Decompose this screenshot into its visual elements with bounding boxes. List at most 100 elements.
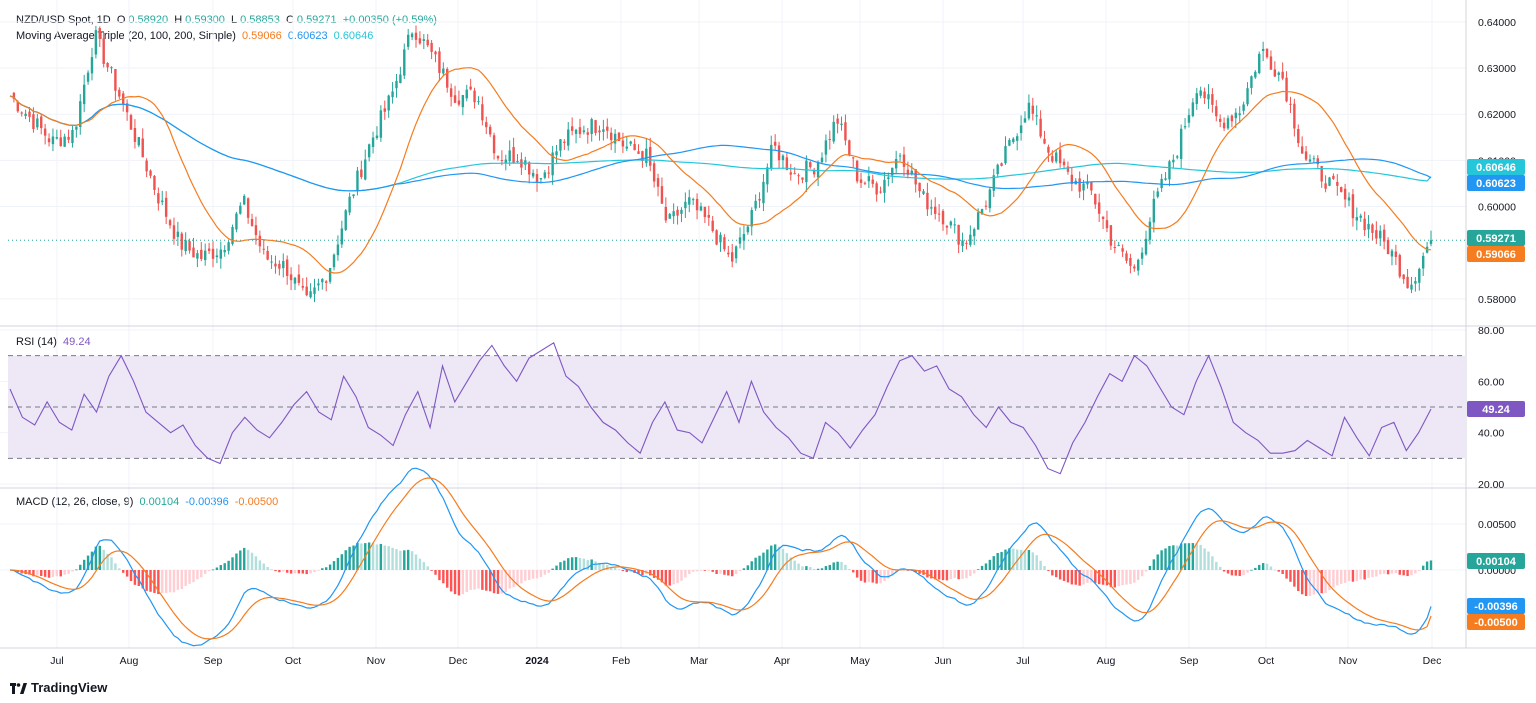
macd-histogram-bar [262, 563, 265, 570]
candle-body [414, 32, 418, 40]
candle-body [1230, 115, 1234, 122]
candle-body [1183, 126, 1187, 128]
candle-body [574, 129, 578, 134]
macd-histogram-bar [828, 564, 832, 570]
price-tick: 0.58000 [1478, 294, 1516, 306]
macd-histogram-bar [1215, 561, 1218, 570]
macd-histogram-bar [67, 570, 70, 574]
macd-histogram-bar [98, 545, 101, 570]
candle-body [1273, 69, 1277, 77]
time-label[interactable]: Jul [1016, 655, 1029, 667]
price-tick: 0.62000 [1478, 109, 1516, 121]
macd-histogram-bar [680, 570, 683, 581]
low-value: 0.58853 [240, 14, 280, 26]
candle-body [805, 160, 808, 183]
candle-body [86, 72, 90, 82]
candle-body [992, 175, 995, 191]
macd-histogram-bar [567, 558, 570, 570]
candle-body [602, 129, 605, 132]
candle-body [926, 192, 929, 210]
candle-body [12, 92, 16, 99]
macd-histogram-bar [1207, 551, 1210, 570]
macd-histogram-bar [773, 544, 777, 570]
vertical-grid [56, 0, 1433, 648]
macd-histogram-bar [313, 570, 316, 573]
time-label[interactable]: Oct [285, 655, 301, 667]
candle-body [937, 213, 941, 215]
macd-histogram-bar [758, 555, 761, 570]
tradingview-logo[interactable]: TradingView [10, 680, 107, 695]
macd-line [9, 467, 1432, 647]
time-label[interactable]: Sep [204, 655, 223, 667]
time-axis-ticks[interactable]: Jul Aug Sep Oct Nov Dec 2024 Feb Mar Apr May Jun Jul… [50, 655, 1441, 667]
macd-histogram-bar [422, 562, 426, 570]
macd-histogram-bar [473, 570, 476, 590]
macd-histogram-bar [1398, 570, 1401, 575]
time-label[interactable]: Nov [1339, 655, 1358, 667]
candle-body [453, 95, 457, 103]
macd-histogram-bar [215, 567, 219, 570]
time-label[interactable]: Nov [367, 655, 386, 667]
time-label[interactable]: Aug [1097, 655, 1116, 667]
macd-legend: MACD (12, 26, close, 9) 0.00104 -0.00396… [16, 496, 281, 508]
candle-body [364, 159, 367, 180]
macd-histogram-bar [504, 570, 507, 592]
time-label[interactable]: 2024 [525, 655, 549, 667]
macd-histogram-bar [621, 570, 625, 572]
candle-body [59, 137, 62, 147]
candle-body [1090, 182, 1093, 191]
macd-histogram-bar [1109, 570, 1113, 588]
macd-histogram-bar [750, 561, 753, 570]
rsi-tag: 49.24 [1482, 404, 1510, 416]
candle-body [360, 169, 363, 178]
macd-histogram [12, 542, 1433, 597]
candle-body [250, 219, 254, 226]
time-label[interactable]: Apr [774, 655, 791, 667]
time-label[interactable]: Aug [120, 655, 139, 667]
macd-histogram-bar [223, 563, 226, 570]
candle-body [1371, 224, 1374, 233]
candle-body [1055, 152, 1058, 162]
candle-body [641, 151, 644, 162]
macd-histogram-bar [734, 570, 738, 575]
macd-histogram-bar [766, 549, 769, 570]
macd-signal-tag-bg [1467, 614, 1525, 630]
time-label[interactable]: Mar [690, 655, 709, 667]
macd-histogram-bar [914, 570, 917, 573]
time-label[interactable]: Dec [449, 655, 468, 667]
time-label[interactable]: Jun [935, 655, 952, 667]
candle-body [1250, 76, 1253, 88]
time-label[interactable]: Sep [1180, 655, 1199, 667]
macd-histogram-bar [531, 570, 535, 579]
time-label[interactable]: Dec [1423, 655, 1442, 667]
macd-histogram-bar [1179, 543, 1183, 570]
macd-histogram-bar [457, 570, 461, 596]
candle-body [594, 120, 597, 133]
time-label[interactable]: Oct [1258, 655, 1274, 667]
candle-body [586, 132, 589, 135]
macd-histogram-bar [848, 569, 851, 570]
macd-histogram-bar [1012, 548, 1015, 570]
macd-histogram-bar [934, 570, 937, 580]
candle-body [239, 205, 242, 214]
time-label[interactable]: May [850, 655, 871, 667]
macd-histogram-bar [1304, 570, 1308, 597]
macd-histogram-bar [1035, 555, 1038, 570]
time-label[interactable]: Feb [612, 655, 630, 667]
candle-body [976, 212, 980, 230]
candle-body [1137, 259, 1140, 271]
candle-body [1027, 102, 1031, 119]
candle-body [781, 155, 785, 161]
candle-body [1140, 252, 1144, 259]
candle-body [1133, 266, 1136, 269]
price-axis-ticks[interactable]: 0.640000.630000.620000.610000.600000.580… [1478, 17, 1516, 306]
macd-histogram-bar [660, 570, 664, 583]
rsi-axis-ticks[interactable]: 80.00 60.00 40.00 20.00 [1478, 325, 1504, 491]
candle-body [161, 200, 164, 203]
close-label: C [285, 14, 294, 26]
time-label[interactable]: Jul [50, 655, 63, 667]
candle-body [391, 91, 394, 98]
candle-body [949, 221, 953, 226]
macd-histogram-bar [883, 570, 886, 581]
